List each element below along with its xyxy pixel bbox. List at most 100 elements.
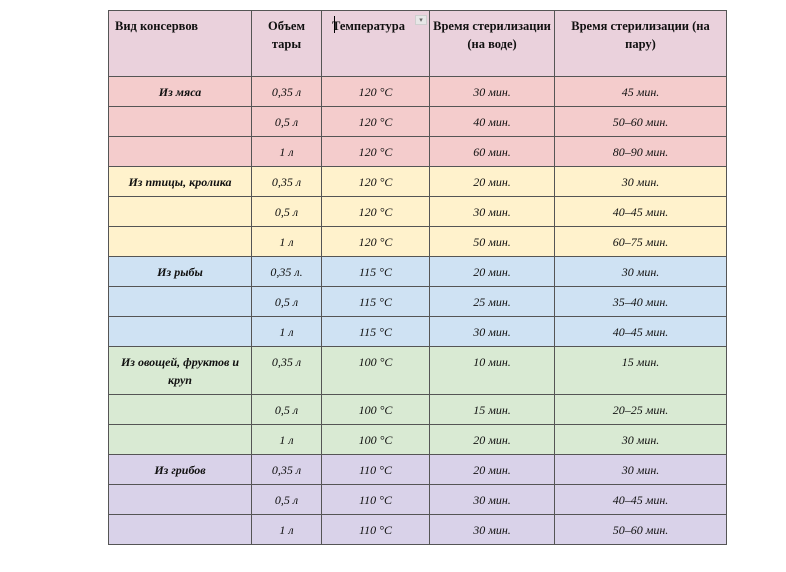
volume-cell[interactable]: 1 л <box>251 226 322 257</box>
volume-cell[interactable]: 1 л <box>251 136 322 167</box>
steam-time-cell[interactable]: 30 мин. <box>554 166 727 197</box>
temperature-cell[interactable]: 120 °C <box>321 196 430 227</box>
steam-time-cell[interactable]: 45 мин. <box>554 76 727 107</box>
temperature-cell[interactable]: 120 °C <box>321 166 430 197</box>
volume-cell[interactable]: 1 л <box>251 514 322 545</box>
temperature-cell[interactable]: 120 °C <box>321 136 430 167</box>
table-row: 1 л 110 °C 30 мин. 50–60 мин. <box>108 514 727 545</box>
volume-cell[interactable]: 0,35 л <box>251 454 322 485</box>
temperature-cell[interactable]: 120 °C <box>321 76 430 107</box>
table-row: Из грибов 0,35 л 110 °C 20 мин. 30 мин. <box>108 454 727 485</box>
volume-cell[interactable]: 0,5 л <box>251 484 322 515</box>
name-cell[interactable] <box>108 286 252 317</box>
sterilization-table: Вид консервов Объем тары Температура ▾ В… <box>108 10 727 545</box>
temperature-cell[interactable]: 110 °C <box>321 484 430 515</box>
name-cell[interactable]: Из грибов <box>108 454 252 485</box>
table-row: Из мяса 0,35 л 120 °C 30 мин. 45 мин. <box>108 76 727 107</box>
steam-time-cell[interactable]: 30 мин. <box>554 256 727 287</box>
water-time-cell[interactable]: 25 мин. <box>429 286 555 317</box>
temperature-cell[interactable]: 115 °C <box>321 316 430 347</box>
water-time-cell[interactable]: 20 мин. <box>429 166 555 197</box>
steam-time-cell[interactable]: 30 мин. <box>554 454 727 485</box>
steam-time-cell[interactable]: 50–60 мин. <box>554 514 727 545</box>
name-cell[interactable] <box>108 424 252 455</box>
temperature-cell[interactable]: 100 °C <box>321 424 430 455</box>
table-row: Из рыбы 0,35 л. 115 °C 20 мин. 30 мин. <box>108 256 727 287</box>
name-cell[interactable] <box>108 514 252 545</box>
volume-cell[interactable]: 1 л <box>251 316 322 347</box>
volume-cell[interactable]: 0,35 л <box>251 346 322 395</box>
steam-time-cell[interactable]: 15 мин. <box>554 346 727 395</box>
temperature-cell[interactable]: 115 °C <box>321 256 430 287</box>
name-cell[interactable] <box>108 394 252 425</box>
water-time-cell[interactable]: 40 мин. <box>429 106 555 137</box>
volume-cell[interactable]: 0,5 л <box>251 394 322 425</box>
name-cell[interactable] <box>108 226 252 257</box>
name-cell[interactable] <box>108 106 252 137</box>
dropdown-arrow-icon[interactable]: ▾ <box>415 15 427 25</box>
water-time-cell[interactable]: 30 мин. <box>429 514 555 545</box>
text-cursor <box>334 16 335 33</box>
header-temperature-label: Температура <box>332 19 405 33</box>
table-row: Из овощей, фруктов и круп 0,35 л 100 °C 10 … <box>108 346 727 395</box>
table-row: 1 л 120 °C 50 мин. 60–75 мин. <box>108 226 727 257</box>
volume-cell[interactable]: 0,35 л <box>251 76 322 107</box>
name-cell[interactable] <box>108 196 252 227</box>
water-time-cell[interactable]: 20 мин. <box>429 424 555 455</box>
name-cell[interactable] <box>108 316 252 347</box>
steam-time-cell[interactable]: 40–45 мин. <box>554 196 727 227</box>
name-cell[interactable] <box>108 136 252 167</box>
temperature-cell[interactable]: 110 °C <box>321 454 430 485</box>
volume-cell[interactable]: 0,5 л <box>251 196 322 227</box>
steam-time-cell[interactable]: 80–90 мин. <box>554 136 727 167</box>
volume-cell[interactable]: 0,35 л <box>251 166 322 197</box>
water-time-cell[interactable]: 30 мин. <box>429 484 555 515</box>
name-cell[interactable]: Из птицы, кролика <box>108 166 252 197</box>
temperature-cell[interactable]: 120 °C <box>321 226 430 257</box>
table-row: 0,5 л 120 °C 40 мин. 50–60 мин. <box>108 106 727 137</box>
water-time-cell[interactable]: 60 мин. <box>429 136 555 167</box>
temperature-cell[interactable]: 100 °C <box>321 394 430 425</box>
header-cell-temperature[interactable]: Температура ▾ <box>321 10 430 77</box>
temperature-cell[interactable]: 100 °C <box>321 346 430 395</box>
steam-time-cell[interactable]: 50–60 мин. <box>554 106 727 137</box>
temperature-cell[interactable]: 120 °C <box>321 106 430 137</box>
steam-time-cell[interactable]: 30 мин. <box>554 424 727 455</box>
table-row: 0,5 л 100 °C 15 мин. 20–25 мин. <box>108 394 727 425</box>
water-time-cell[interactable]: 30 мин. <box>429 76 555 107</box>
water-time-cell[interactable]: 50 мин. <box>429 226 555 257</box>
table-row: 1 л 115 °C 30 мин. 40–45 мин. <box>108 316 727 347</box>
temperature-cell[interactable]: 110 °C <box>321 514 430 545</box>
name-cell[interactable]: Из рыбы <box>108 256 252 287</box>
water-time-cell[interactable]: 30 мин. <box>429 316 555 347</box>
name-cell[interactable]: Из мяса <box>108 76 252 107</box>
header-cell-type[interactable]: Вид консервов <box>108 10 252 77</box>
water-time-cell[interactable]: 30 мин. <box>429 196 555 227</box>
table-row: 0,5 л 115 °C 25 мин. 35–40 мин. <box>108 286 727 317</box>
volume-cell[interactable]: 0,5 л <box>251 286 322 317</box>
steam-time-cell[interactable]: 40–45 мин. <box>554 316 727 347</box>
steam-time-cell[interactable]: 40–45 мин. <box>554 484 727 515</box>
table-row: Из птицы, кролика 0,35 л 120 °C 20 мин. 30 м… <box>108 166 727 197</box>
header-cell-steam-time[interactable]: Время стерилизации (на пару) <box>554 10 727 77</box>
steam-time-cell[interactable]: 60–75 мин. <box>554 226 727 257</box>
temperature-cell[interactable]: 115 °C <box>321 286 430 317</box>
water-time-cell[interactable]: 15 мин. <box>429 394 555 425</box>
name-cell[interactable]: Из овощей, фруктов и круп <box>108 346 252 395</box>
header-cell-volume[interactable]: Объем тары <box>251 10 322 77</box>
steam-time-cell[interactable]: 20–25 мин. <box>554 394 727 425</box>
volume-cell[interactable]: 1 л <box>251 424 322 455</box>
volume-cell[interactable]: 0,5 л <box>251 106 322 137</box>
table-body: Из мяса 0,35 л 120 °C 30 мин. 45 мин. 0,5 л 12… <box>108 76 727 545</box>
table-row: 1 л 120 °C 60 мин. 80–90 мин. <box>108 136 727 167</box>
table-row: 0,5 л 120 °C 30 мин. 40–45 мин. <box>108 196 727 227</box>
water-time-cell[interactable]: 20 мин. <box>429 256 555 287</box>
volume-cell[interactable]: 0,35 л. <box>251 256 322 287</box>
table-row: 1 л 100 °C 20 мин. 30 мин. <box>108 424 727 455</box>
water-time-cell[interactable]: 10 мин. <box>429 346 555 395</box>
header-cell-water-time[interactable]: Время стерилизации (на воде) <box>429 10 555 77</box>
header-row: Вид консервов Объем тары Температура ▾ В… <box>108 10 727 77</box>
name-cell[interactable] <box>108 484 252 515</box>
steam-time-cell[interactable]: 35–40 мин. <box>554 286 727 317</box>
water-time-cell[interactable]: 20 мин. <box>429 454 555 485</box>
